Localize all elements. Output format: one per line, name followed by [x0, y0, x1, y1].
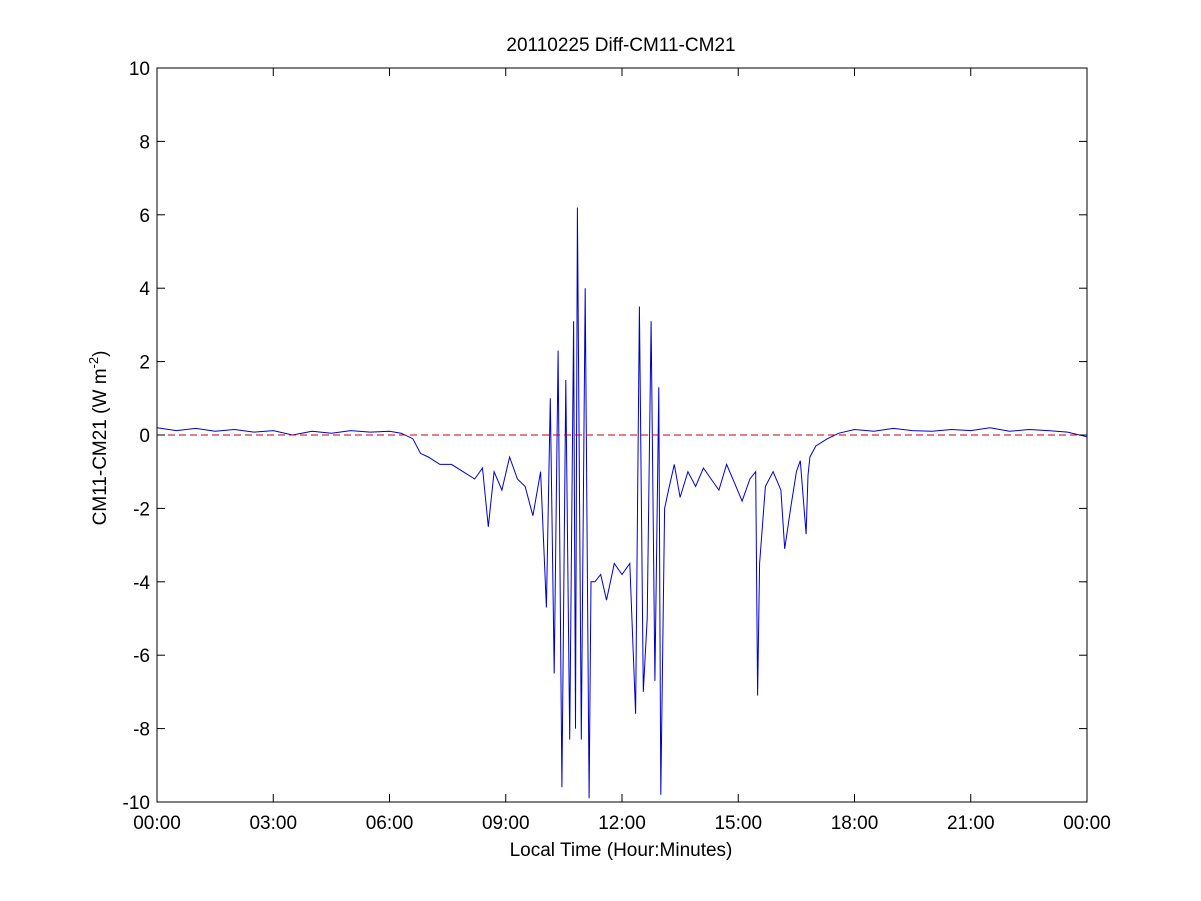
x-tick-label: 12:00 [598, 813, 646, 834]
x-axis-label: Local Time (Hour:Minutes) [510, 840, 733, 861]
y-tick-label: -8 [133, 720, 150, 741]
x-tick-label: 00:00 [1063, 813, 1111, 834]
x-tick-label: 03:00 [249, 813, 297, 834]
chart-title: 20110225 Diff-CM11-CM21 [506, 35, 735, 56]
x-tick-label: 21:00 [947, 813, 995, 834]
x-tick-label: 09:00 [482, 813, 530, 834]
x-tick-label: 18:00 [831, 813, 879, 834]
y-tick-label: -4 [133, 573, 150, 594]
y-axis-label: CM11-CM21 (W m-2) [86, 351, 111, 526]
series-line-0 [156, 207, 1088, 799]
x-tick-label: 00:00 [133, 813, 181, 834]
y-tick-label: 2 [139, 353, 150, 374]
y-tick-label: 10 [129, 59, 150, 80]
y-tick-label: -2 [133, 499, 150, 520]
x-tick-label: 06:00 [366, 813, 414, 834]
y-tick-label: -6 [133, 646, 150, 667]
y-tick-label: 4 [139, 279, 150, 300]
x-tick-label: 15:00 [714, 813, 762, 834]
y-tick-label: -10 [123, 793, 150, 814]
y-axis-label-close: ) [90, 351, 111, 357]
y-tick-label: 0 [139, 426, 150, 447]
y-axis-label-superscript: -2 [86, 357, 101, 369]
y-axis-label-text: CM11-CM21 (W m [90, 368, 111, 525]
y-tick-label: 8 [139, 132, 150, 153]
y-tick-label: 6 [139, 206, 150, 227]
